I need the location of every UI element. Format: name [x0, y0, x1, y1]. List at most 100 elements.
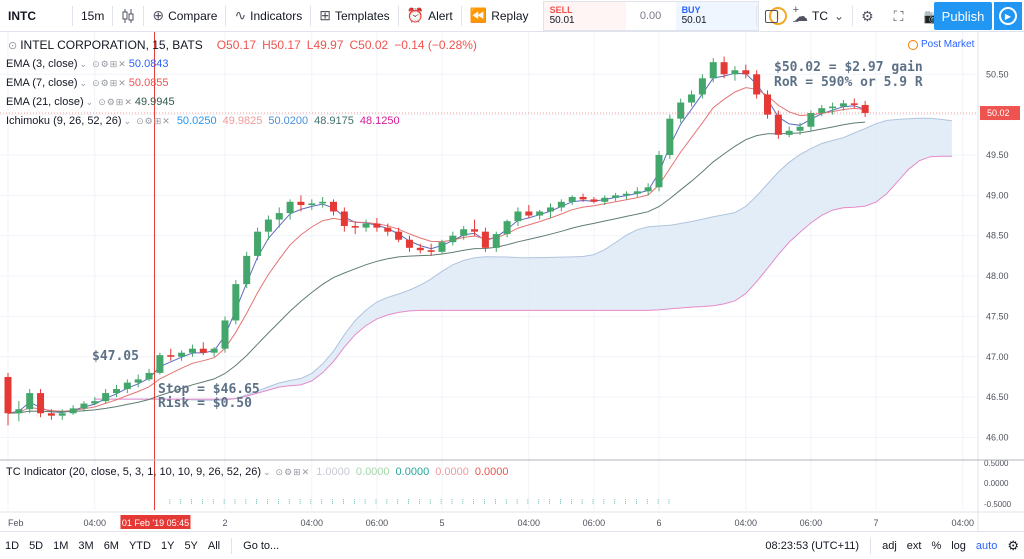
buy-button[interactable]: BUY 50.01: [675, 1, 758, 30]
alarm-clock-icon: ⏰: [406, 7, 425, 23]
candle-body: [113, 389, 120, 394]
ema7-name: EMA (7, close): [6, 77, 78, 89]
tc-indicator-legend[interactable]: TC Indicator (20, close, 5, 3, 1, 10, 10…: [6, 466, 509, 478]
ema3-legend[interactable]: EMA (3, close) ⌄ ⊙⚙⊞✕ 50.0843: [6, 58, 169, 70]
signal-marker: ⁝: [201, 499, 203, 506]
candle-body: [264, 219, 272, 232]
ext-toggle[interactable]: ext: [906, 539, 922, 552]
price-tick-label: 46.00: [986, 432, 1009, 442]
kijun-value: 49.9825: [222, 115, 263, 127]
goto-button[interactable]: Go to...: [243, 539, 280, 552]
alert-button[interactable]: ⏰ Alert: [399, 0, 461, 32]
range-5y-button[interactable]: 5Y: [184, 539, 198, 552]
ichimoku-legend[interactable]: Ichimoku (9, 26, 52, 26) ⌄ ⊙⚙⊞✕ 50.0250 …: [6, 115, 400, 127]
collapse-icon[interactable]: ⊙: [8, 39, 19, 52]
chevron-down-icon[interactable]: ⌄: [262, 466, 272, 477]
chart-type-button[interactable]: [113, 0, 143, 32]
axes: 50.5050.0049.5049.0048.5048.0047.5047.00…: [0, 32, 1024, 531]
candle-body: [764, 94, 771, 115]
quantity-stepper[interactable]: + −: [793, 4, 799, 28]
candle-body: [774, 114, 782, 135]
range-5d-button[interactable]: 5D: [29, 539, 44, 552]
divider: [231, 537, 233, 554]
auto-toggle[interactable]: auto: [975, 539, 998, 552]
percent-toggle[interactable]: %: [931, 539, 942, 552]
layout-square-button[interactable]: [757, 0, 786, 32]
indicator-controls-icon[interactable]: ⊙⚙⊞✕: [92, 58, 127, 69]
replay-button[interactable]: ⏪ Replay: [462, 0, 537, 32]
signal-marker: ⁝: [462, 499, 464, 506]
buy-price: 50.01: [681, 14, 707, 26]
indicator-controls-icon[interactable]: ⊙⚙⊞✕: [92, 77, 127, 88]
ema21-legend[interactable]: EMA (21, close) ⌄ ⊙⚙⊞✕ 49.9945: [6, 96, 175, 108]
post-market-label: Post Market: [921, 39, 975, 50]
settings-button[interactable]: ⚙: [853, 0, 886, 32]
price-tick-label: 50.50: [986, 69, 1009, 79]
candle-body: [796, 126, 804, 131]
candle-body: [557, 201, 565, 208]
log-toggle[interactable]: log: [951, 539, 966, 552]
publish-button[interactable]: Publish: [934, 2, 992, 30]
signal-marker: ⁝: [429, 499, 431, 506]
minus-icon[interactable]: −: [792, 15, 799, 28]
gear-icon[interactable]: ⚙: [1007, 537, 1019, 553]
kumo-cloud: [94, 118, 952, 401]
gain-annotation-line-2: RoR = 590% or 5.9 R: [774, 75, 923, 90]
templates-button[interactable]: ⊞ Templates: [311, 0, 397, 32]
range-1y-button[interactable]: 1Y: [160, 539, 175, 552]
indicator-controls-icon[interactable]: ⊙⚙⊞✕: [136, 115, 171, 126]
candle-body: [188, 348, 196, 353]
candle-body: [688, 94, 696, 103]
candle-body: [460, 229, 468, 236]
price-chart[interactable]: 50.5050.0049.5049.0048.5048.0047.5047.00…: [0, 32, 1024, 531]
interval-button[interactable]: 15m: [81, 8, 105, 23]
chevron-down-icon[interactable]: ⌄: [85, 96, 95, 107]
signal-marker: ⁝: [538, 499, 540, 506]
plus-icon[interactable]: +: [792, 3, 799, 16]
range-1m-button[interactable]: 1M: [53, 539, 69, 552]
range-ytd-button[interactable]: YTD: [128, 539, 151, 552]
layout-dropdown[interactable]: ☁ TC ⌄: [786, 0, 852, 32]
divider: [460, 5, 462, 26]
candle-body: [26, 393, 34, 410]
adj-toggle[interactable]: adj: [882, 539, 897, 552]
fullscreen-button[interactable]: ⛶: [886, 0, 916, 32]
chevron-down-icon[interactable]: ⌄: [123, 115, 133, 126]
candle-body: [47, 413, 55, 416]
indicators-button[interactable]: ∿ Indicators: [226, 0, 310, 32]
symbol-search[interactable]: INTC: [8, 8, 36, 23]
divider: [852, 6, 854, 26]
signal-marker: ⁝: [299, 499, 301, 506]
replay-label: Replay: [491, 8, 529, 23]
candle-body: [373, 223, 381, 228]
indicator-controls-icon[interactable]: ⊙⚙⊞✕: [275, 466, 311, 477]
chevron-down-icon[interactable]: ⌄: [79, 77, 89, 88]
ema7-legend[interactable]: EMA (7, close) ⌄ ⊙⚙⊞✕ 50.0855: [6, 77, 169, 89]
indicator-controls-icon[interactable]: ⊙⚙⊞✕: [98, 96, 133, 107]
play-button[interactable]: ▶: [994, 2, 1022, 30]
range-3m-button[interactable]: 3M: [78, 539, 94, 552]
range-all-button[interactable]: All: [207, 539, 221, 552]
divider: [870, 537, 872, 554]
candle-body: [69, 408, 77, 414]
square-icon: [765, 9, 778, 23]
candle-body: [427, 250, 435, 252]
price-tick-label: 47.00: [986, 352, 1009, 362]
signal-marker: ⁝: [451, 499, 453, 506]
chevron-down-icon[interactable]: ⌄: [79, 58, 89, 69]
candle-body: [384, 227, 392, 232]
range-6m-button[interactable]: 6M: [103, 539, 119, 552]
candle-body: [655, 154, 663, 188]
compare-button[interactable]: ⊕ Compare: [144, 0, 225, 32]
candle-body: [254, 231, 262, 256]
sell-button[interactable]: SELL 50.01: [543, 1, 626, 30]
candle-body: [633, 191, 641, 194]
clock-timezone[interactable]: 08:23:53 (UTC+11): [765, 539, 860, 552]
candle-body: [275, 213, 283, 220]
range-1d-button[interactable]: 1D: [5, 539, 20, 552]
post-market-badge[interactable]: Post Market: [908, 39, 974, 50]
candle-body: [58, 413, 66, 416]
time-tick-label: 06:00: [366, 518, 389, 528]
candle-body: [80, 403, 88, 409]
time-tick-label: 06:00: [800, 518, 823, 528]
